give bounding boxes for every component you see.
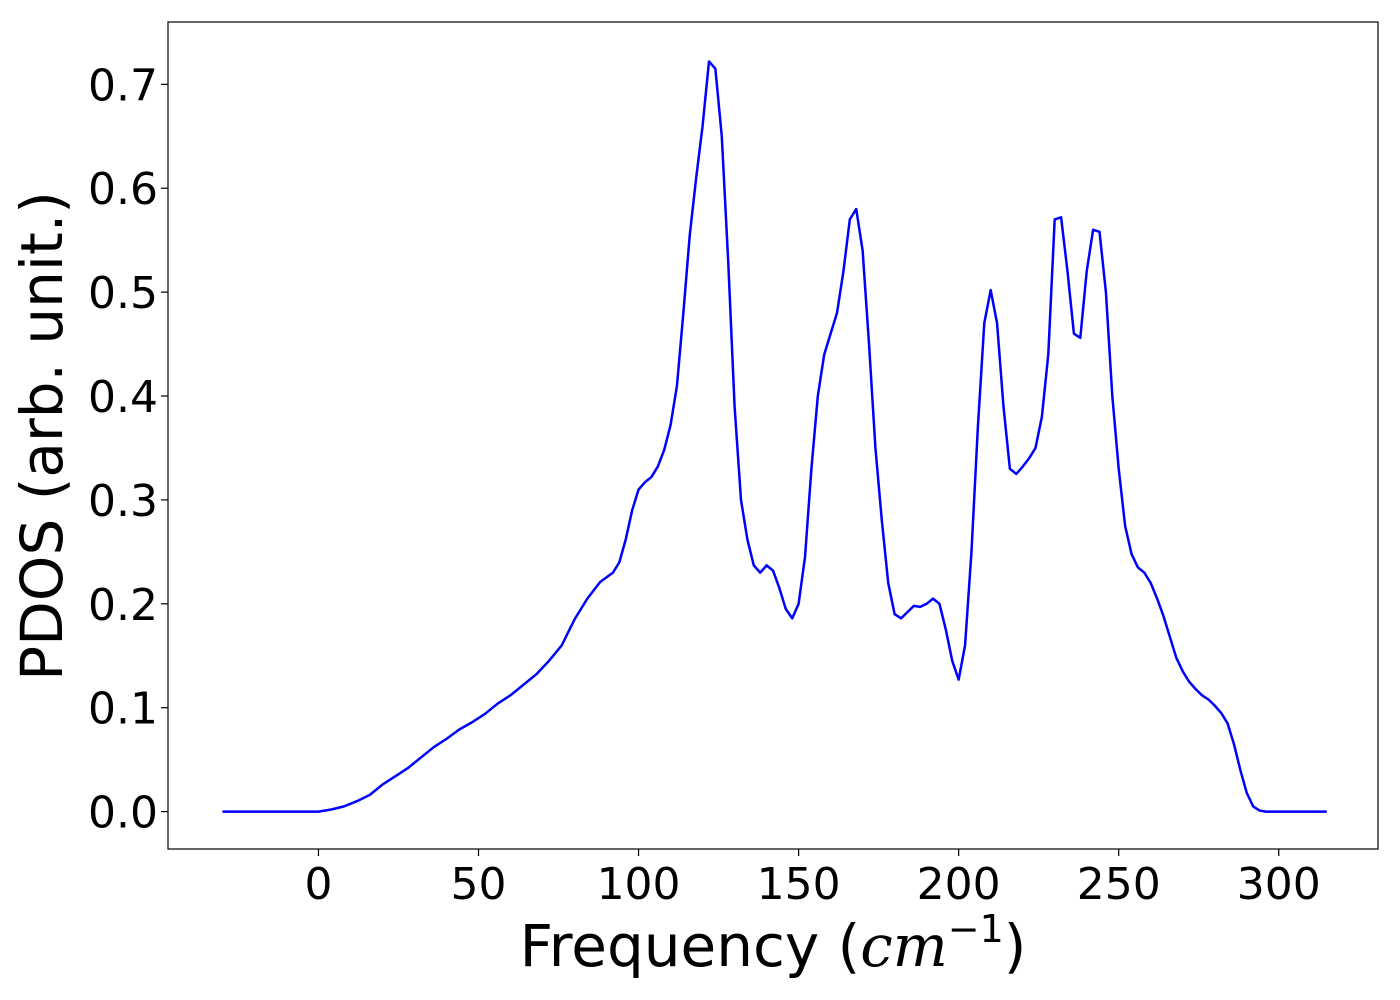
x-tick-label: 100 [597, 859, 681, 910]
y-axis-label: PDOS (arb. unit.) [8, 191, 76, 681]
x-tick-label: 200 [917, 859, 1001, 910]
x-tick-label: 50 [451, 859, 507, 910]
y-tick-label: 0.1 [88, 684, 158, 735]
x-tick-label: 250 [1077, 859, 1161, 910]
y-tick-label: 0.4 [88, 372, 158, 423]
x-axis-label-paren-close: ) [1004, 912, 1027, 980]
plot-area-frame [167, 21, 1379, 850]
y-axis-ticks: 0.0 0.1 0.2 0.3 0.4 0.5 0.6 0.7 [88, 60, 168, 839]
x-axis-label-text: Frequency [520, 912, 820, 980]
pdos-series-line [222, 60, 1327, 813]
x-tick-label: 300 [1237, 859, 1321, 910]
x-axis-label-unit: cm [860, 912, 947, 980]
x-axis-ticks: 0 50 100 150 200 250 300 [304, 849, 1321, 910]
y-tick-label: 0.6 [88, 164, 158, 215]
x-axis-label: Frequency (cm−1) [520, 907, 1027, 980]
x-axis-label-paren-open: ( [838, 912, 861, 980]
y-tick-label: 0.0 [88, 788, 158, 839]
x-tick-label: 0 [304, 859, 332, 910]
y-tick-label: 0.2 [88, 580, 158, 631]
x-tick-label: 150 [757, 859, 841, 910]
y-tick-label: 0.3 [88, 476, 158, 527]
x-axis-label-unit-exponent: −1 [948, 907, 1004, 951]
y-tick-label: 0.7 [88, 60, 158, 111]
y-tick-label: 0.5 [88, 268, 158, 319]
